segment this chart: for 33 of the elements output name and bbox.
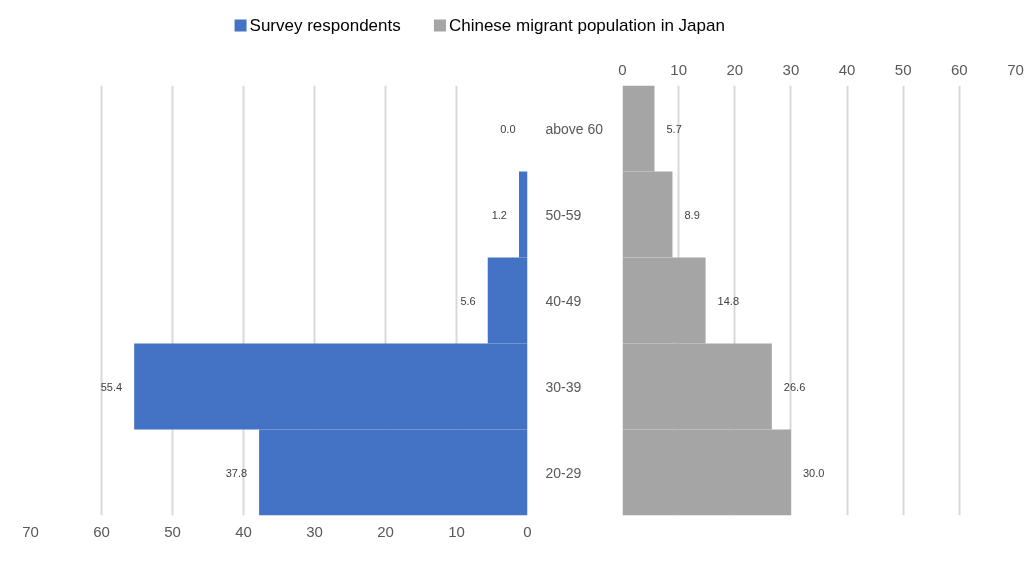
x-tick-label: 20 [377, 522, 394, 540]
x-tick-label: 70 [1007, 60, 1024, 78]
y-tick-label: 20-29 [545, 464, 582, 481]
x-tick-label: 10 [448, 522, 465, 540]
x-tick-label: 50 [894, 60, 912, 78]
x-tick-label: 20 [726, 60, 744, 78]
legend-label: Survey respondents [249, 16, 401, 35]
x-tick-label: 50 [164, 522, 181, 540]
data-label: 5.7 [666, 122, 682, 135]
y-tick-label: 40-49 [545, 292, 582, 309]
data-label: 5.6 [460, 294, 476, 307]
data-label: 55.4 [100, 380, 123, 393]
x-tick-label: 70 [22, 522, 39, 540]
legend-label: Chinese migrant population in Japan [448, 16, 725, 35]
y-tick-label: 30-39 [545, 378, 582, 395]
data-label: 37.8 [225, 466, 248, 479]
x-tick-label: 0 [618, 60, 627, 78]
data-label: 30.0 [802, 466, 825, 479]
data-label: 1.2 [491, 208, 507, 221]
data-label: 26.6 [783, 380, 806, 393]
x-tick-label: 30 [782, 60, 800, 78]
y-tick-label: 50-59 [545, 206, 582, 223]
x-tick-label: 40 [235, 522, 252, 540]
x-tick-label: 60 [951, 60, 968, 78]
y-tick-label: above 60 [545, 120, 604, 137]
x-tick-label: 60 [93, 522, 110, 540]
data-label: 8.9 [684, 208, 700, 221]
x-tick-label: 0 [523, 522, 532, 540]
x-tick-label: 30 [306, 522, 323, 540]
x-tick-label: 10 [670, 60, 687, 78]
data-label: 14.8 [717, 294, 740, 307]
data-label: 0.0 [500, 122, 516, 135]
x-tick-label: 40 [838, 60, 856, 78]
